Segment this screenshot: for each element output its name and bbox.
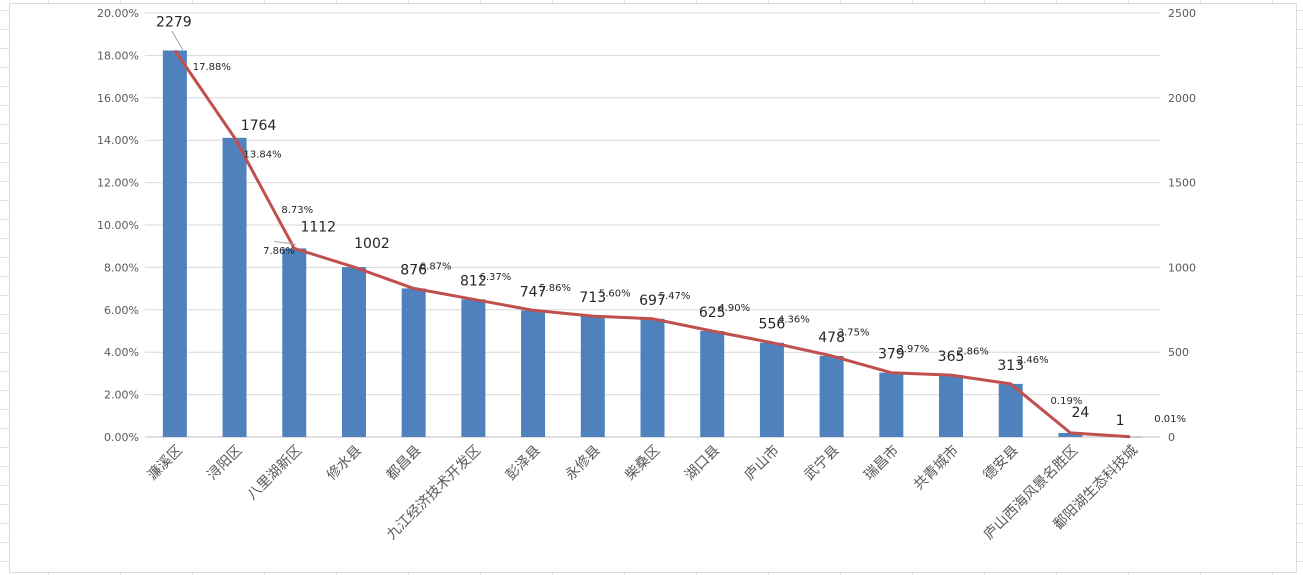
left-tick-label: 10.00%: [97, 219, 139, 232]
category-label: 庐山市: [741, 442, 783, 484]
percent-label: 17.88%: [193, 62, 231, 73]
value-label: 1112: [300, 219, 336, 235]
percent-label: 6.37%: [479, 272, 511, 283]
value-label: 747: [520, 284, 547, 300]
category-label: 湖口县: [682, 443, 723, 484]
percent-label: 4.36%: [778, 315, 810, 326]
percent-line: [173, 49, 1131, 439]
category-label: 濂溪区: [144, 442, 186, 484]
value-label: 876: [400, 262, 427, 278]
bar: [222, 137, 247, 437]
bar: [879, 372, 904, 437]
gridlines: [145, 12, 1160, 438]
percent-label: 4.90%: [718, 303, 750, 314]
value-label: 812: [460, 273, 487, 289]
right-tick-label: 500: [1168, 346, 1189, 359]
value-label: 1764: [241, 118, 277, 134]
value-label: 1: [1116, 413, 1125, 429]
value-label: 1002: [354, 236, 390, 252]
bar: [1058, 432, 1083, 437]
right-tick-label: 1000: [1168, 261, 1196, 274]
percent-label: 5.60%: [599, 288, 631, 299]
category-label: 瑞昌市: [860, 442, 902, 484]
category-label: 武宁县: [801, 442, 843, 484]
bar: [282, 248, 307, 437]
bar: [401, 288, 426, 437]
value-label: 2279: [156, 14, 192, 30]
percent-label: 5.86%: [539, 283, 571, 294]
bar: [162, 50, 187, 438]
bar: [939, 375, 964, 437]
category-label: 浔阳区: [204, 443, 245, 484]
category-label: 修水县: [324, 443, 365, 484]
bar: [341, 267, 366, 437]
left-tick-label: 20.00%: [97, 7, 139, 20]
bar: [759, 342, 784, 437]
value-label: 625: [699, 305, 726, 321]
bar: [580, 316, 605, 437]
category-label: 都昌县: [383, 443, 424, 484]
percent-series-line: [173, 49, 1131, 439]
right-tick-label: 0: [1168, 431, 1175, 444]
bar: [640, 318, 665, 437]
leader-line: [274, 240, 297, 245]
left-tick-label: 0.00%: [104, 431, 139, 444]
right-tick-label: 2500: [1168, 7, 1196, 20]
bar: [1118, 436, 1143, 438]
percent-label: 6.87%: [420, 261, 452, 272]
value-label: 379: [878, 347, 905, 363]
percent-label: 8.73%: [281, 205, 313, 216]
category-label: 共青城市: [910, 442, 962, 494]
bar: [819, 355, 844, 437]
percent-label: 3.75%: [838, 328, 870, 339]
left-tick-label: 2.00%: [104, 389, 139, 402]
value-label: 24: [1072, 405, 1090, 421]
right-axis: 0 500 1000 1500 2000 2500: [1168, 7, 1196, 444]
left-tick-label: 6.00%: [104, 304, 139, 317]
left-tick-label: 16.00%: [97, 92, 139, 105]
left-tick-label: 12.00%: [97, 177, 139, 190]
category-label: 彭泽县: [503, 443, 544, 484]
right-tick-label: 2000: [1168, 92, 1196, 105]
percent-label: 2.46%: [1017, 355, 1049, 366]
value-label: 365: [938, 349, 965, 365]
value-label: 313: [997, 358, 1024, 374]
left-tick-label: 14.00%: [97, 134, 139, 147]
left-tick-label: 18.00%: [97, 49, 139, 62]
bar: [700, 331, 725, 437]
left-axis: 0.00% 2.00% 4.00% 6.00% 8.00% 10.00% 12.00% 14.…: [97, 7, 139, 444]
bar: [461, 299, 486, 437]
bar: [521, 310, 546, 437]
percent-label: 7.86%: [263, 246, 295, 257]
value-label: 713: [579, 290, 606, 306]
leader-line: [171, 30, 184, 51]
category-label: 柴桑区: [622, 443, 663, 484]
value-label: 556: [759, 317, 786, 333]
left-tick-label: 4.00%: [104, 346, 139, 359]
left-tick-label: 8.00%: [104, 261, 139, 274]
bar: [998, 383, 1023, 437]
right-tick-label: 1500: [1168, 177, 1196, 190]
category-label: 八里湖新区: [244, 443, 305, 504]
data-labels: 2279 17.88% 1764 13.84% 1112 8.73% 1002 7.86% 87…: [156, 14, 1186, 428]
percent-label: 5.47%: [659, 291, 691, 302]
category-label: 德安县: [981, 443, 1022, 484]
percent-label: 2.86%: [957, 346, 989, 357]
percent-label: 13.84%: [243, 150, 281, 161]
percent-label: 0.01%: [1154, 414, 1186, 425]
value-label: 478: [818, 330, 845, 346]
category-label: 永修县: [563, 443, 604, 484]
bars: [162, 50, 1143, 438]
value-label: 697: [639, 293, 666, 309]
percent-label: 2.97%: [897, 344, 929, 355]
percent-label: 0.19%: [1051, 396, 1083, 407]
